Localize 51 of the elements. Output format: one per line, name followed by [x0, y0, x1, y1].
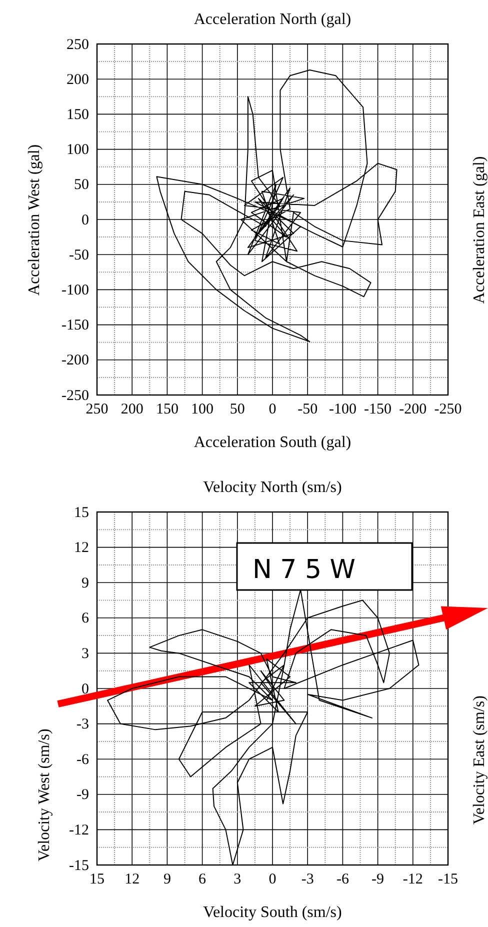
y2-axis-title: Velocity East (sm/s) [471, 696, 488, 824]
x-tick-label: 0 [268, 402, 276, 418]
y-tick-label: -9 [76, 787, 89, 804]
x-tick-label: -50 [298, 402, 318, 418]
x-tick-label: 0 [268, 872, 276, 888]
y-axis-title: Velocity West (sm/s) [36, 728, 53, 862]
y-tick-label: -200 [62, 352, 89, 369]
chart-title: Acceleration North (gal) [194, 11, 352, 28]
annotation: N 7 5 W [252, 555, 356, 585]
y-tick-label: 3 [82, 646, 89, 662]
x-tick-label: 9 [163, 872, 171, 888]
y-tick-label: -12 [69, 822, 89, 838]
chart-title: Velocity North (sm/s) [203, 479, 342, 496]
x-tick-label: 150 [156, 402, 178, 418]
y-tick-label: -3 [76, 716, 89, 733]
y-tick-label: 6 [82, 610, 90, 627]
x-tick-label: -15 [438, 872, 458, 888]
y-tick-label: 50 [74, 177, 89, 194]
x-tick-label: 100 [191, 402, 214, 418]
y-tick-label: -150 [62, 318, 89, 334]
y2-axis-title: Acceleration East (gal) [471, 156, 488, 304]
y-tick-label: -6 [76, 752, 90, 768]
y-tick-label: 250 [66, 36, 89, 53]
x-tick-label: -100 [328, 402, 356, 418]
y-tick-label: -100 [62, 282, 89, 298]
y-tick-label: -15 [69, 858, 89, 874]
y-tick-label: -50 [69, 247, 89, 264]
y-tick-label: 9 [82, 575, 89, 592]
y-tick-label: 0 [82, 212, 89, 228]
x-tick-label: -6 [336, 872, 350, 888]
x-axis-title: Velocity South (sm/s) [203, 904, 342, 921]
x-tick-label: -12 [402, 872, 423, 888]
x-tick-label: -150 [364, 402, 392, 418]
y-axis-title: Acceleration West (gal) [26, 144, 43, 296]
x-tick-label: -250 [434, 402, 462, 418]
y-tick-label: 100 [66, 142, 89, 158]
x-tick-label: 3 [234, 872, 242, 888]
x-tick-label: 50 [230, 402, 245, 418]
x-tick-label: 6 [198, 872, 207, 888]
x-tick-label: -3 [301, 872, 314, 888]
x-tick-label: 200 [120, 402, 144, 418]
x-tick-label: -200 [399, 402, 427, 418]
y-tick-label: 200 [66, 72, 89, 88]
y-tick-label: 15 [74, 504, 89, 521]
y-tick-label: 0 [82, 681, 89, 698]
x-tick-label: -9 [372, 872, 384, 888]
x-axis-title: Acceleration South (gal) [194, 434, 352, 451]
y-tick-label: -250 [62, 388, 89, 404]
x-tick-label: 12 [124, 872, 140, 888]
y-tick-label: 150 [66, 107, 89, 123]
y-tick-label: 12 [74, 540, 89, 556]
